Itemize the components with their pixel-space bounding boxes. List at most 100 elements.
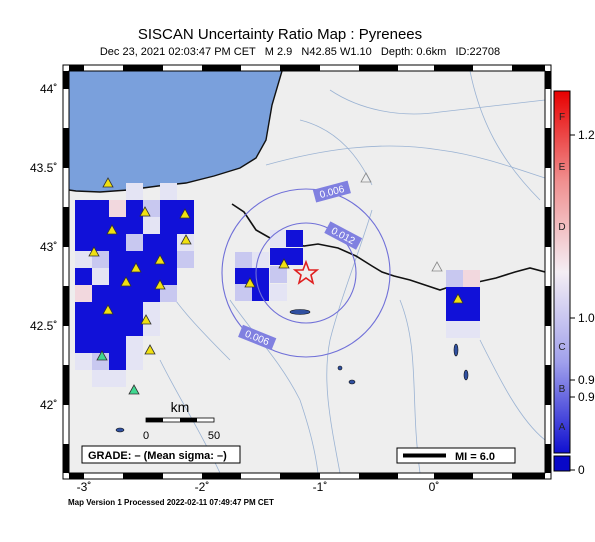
colorbar-value: 0 <box>578 463 585 477</box>
lon-label: -2˚ <box>195 480 210 494</box>
grid-cell <box>126 251 143 268</box>
lat-label: 43˚ <box>40 240 57 254</box>
scale-unit: km <box>171 399 190 415</box>
grid-cell <box>126 319 143 336</box>
grid-cell <box>463 321 480 338</box>
grid-cell <box>235 284 252 301</box>
colorbar-value: 0.9 <box>578 390 595 404</box>
grid-cell <box>126 336 143 353</box>
station-triangle-icon <box>154 279 166 290</box>
grid-cell <box>109 336 126 353</box>
grid-cell <box>126 234 143 251</box>
scale-bar: km 0 50 <box>143 399 220 442</box>
lon-label: 0˚ <box>429 480 440 494</box>
coastline <box>69 71 283 193</box>
grid-cell <box>92 234 109 251</box>
colorbar-value: 1.2 <box>578 128 595 142</box>
grid-cell <box>252 284 269 301</box>
lakes <box>115 309 469 433</box>
grid-cell <box>92 268 109 285</box>
grid-cell <box>75 285 92 302</box>
grid-cell <box>126 302 143 319</box>
grid-cell <box>446 270 463 287</box>
grid-cell <box>92 200 109 217</box>
grade-letter: F <box>559 112 565 123</box>
colorbar-value: 1.0 <box>578 311 595 325</box>
grid-cell <box>270 230 287 247</box>
grid-cell <box>75 200 92 217</box>
lon-label: -1˚ <box>313 480 328 494</box>
grid-cell <box>235 252 252 269</box>
station-triangle-icon <box>179 208 191 219</box>
grid-cell <box>463 304 480 321</box>
grid-cell <box>270 266 287 283</box>
grid-cell <box>126 285 143 302</box>
station-triangle-icon <box>360 172 372 183</box>
station-triangle-icon <box>154 254 166 265</box>
grid-cell <box>75 234 92 251</box>
grid-cell <box>75 268 92 285</box>
grid-cell <box>177 251 194 268</box>
star-icon <box>292 259 320 285</box>
grid-cell <box>143 234 160 251</box>
colorbar: F E D C B A 1.2 1.0 0.9 0.9 0 <box>553 90 595 477</box>
station-triangle-icon <box>130 262 142 273</box>
grade-letter: D <box>558 222 565 233</box>
lat-label: 42˚ <box>40 398 57 412</box>
station-triangle-icon <box>120 276 132 287</box>
station-triangle-icon <box>140 314 152 325</box>
grid-cell <box>160 200 177 217</box>
grid-cell <box>160 234 177 251</box>
grade-text: GRADE: – (Mean sigma: –) <box>88 450 227 462</box>
station-triangle-icon <box>96 350 108 361</box>
grid-cell <box>126 200 143 217</box>
station-triangle-icon <box>278 258 290 269</box>
grid-cell <box>109 319 126 336</box>
footer-note: Map Version 1 Processed 2022-02-11 07:49… <box>68 498 274 507</box>
colorbar-value: 0.9 <box>578 373 595 387</box>
lon-label: -3˚ <box>77 480 92 494</box>
grid-cell <box>109 285 126 302</box>
sea-area <box>69 71 282 192</box>
grid-cell <box>92 302 109 319</box>
station-triangle-icon <box>102 177 114 188</box>
grid-cell <box>75 319 92 336</box>
grade-letter: C <box>558 342 565 353</box>
station-triangle-icon <box>139 206 151 217</box>
station-triangle-icon <box>128 384 140 395</box>
grid-cell <box>109 234 126 251</box>
grid-cell <box>446 304 463 321</box>
grid-cell <box>143 302 160 319</box>
grade-box: GRADE: – (Mean sigma: –) <box>81 445 241 464</box>
grid-cell <box>109 370 126 387</box>
station-triangle-icon <box>102 304 114 315</box>
grid-cell <box>270 284 287 301</box>
grid-cell <box>463 287 480 304</box>
grid-cell <box>126 353 143 370</box>
grid-cell <box>75 353 92 370</box>
grid-cell <box>92 319 109 336</box>
station-triangle-icon <box>244 277 256 288</box>
map-area: 0.006 0.012 0.006 km 0 50 <box>69 71 545 473</box>
scale-tick: 50 <box>208 430 220 442</box>
grade-letter: E <box>559 162 566 173</box>
grade-letter: A <box>559 422 566 433</box>
station-triangle-icon <box>144 344 156 355</box>
grid-cell <box>286 230 303 247</box>
lat-label: 42.5˚ <box>30 319 57 333</box>
grid-cell <box>92 370 109 387</box>
grid-cell <box>109 353 126 370</box>
grid-cell <box>109 302 126 319</box>
grid-cell <box>463 270 480 287</box>
grid-cell <box>235 268 252 285</box>
page-title: SISCAN Uncertainty Ratio Map : Pyrenees <box>137 26 423 43</box>
map-frame <box>62 64 552 480</box>
grid-cell <box>160 217 177 234</box>
grid-cell <box>109 268 126 285</box>
grid-cell <box>160 268 177 285</box>
grid-cell <box>92 217 109 234</box>
stations <box>88 172 464 395</box>
grid-cell <box>109 251 126 268</box>
grid-cell <box>75 217 92 234</box>
